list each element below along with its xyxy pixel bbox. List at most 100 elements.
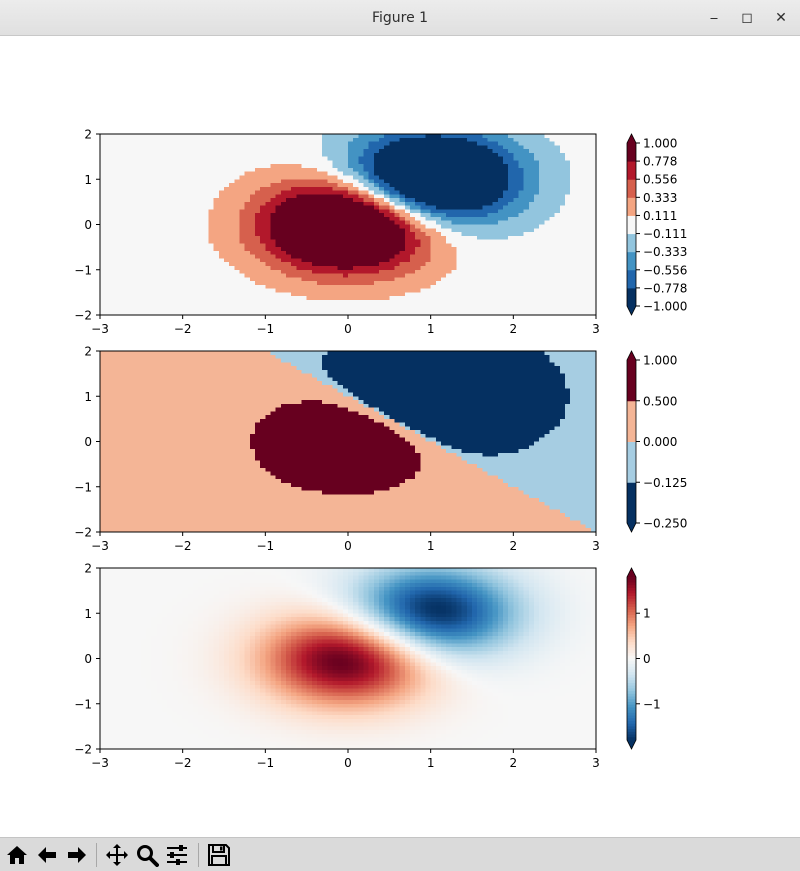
image-cell [415,164,421,169]
maximize-button[interactable]: ◻ [741,10,753,26]
image-cell [554,277,561,282]
image-cell [590,284,597,290]
image-cell [363,167,370,173]
image-cell [394,232,401,237]
image-cell [291,183,297,188]
image-cell [198,307,204,312]
image-cell [187,288,194,293]
image-cell [332,220,339,226]
image-cell [585,232,592,237]
image-cell [446,179,452,184]
image-cell [435,296,442,301]
image-cell [497,141,504,146]
image-cell [363,235,370,241]
image-cell [549,311,556,316]
image-cell [348,228,354,233]
image-cell [332,201,339,207]
image-cell [306,205,313,211]
image-cell [477,198,483,203]
image-cell [286,351,292,356]
image-cell [451,269,458,275]
image-cell [441,141,447,146]
image-cell [167,299,173,305]
image-cell [430,288,437,293]
image-cell [286,171,292,177]
image-cell [213,273,220,278]
image-cell [151,254,158,260]
image-cell [100,198,106,203]
image-cell [415,354,421,360]
image-cell [446,358,452,363]
image-cell [368,269,375,275]
image-cell [394,213,401,218]
image-cell [342,183,349,188]
image-cell [389,194,396,199]
image-cell [291,137,297,143]
image-cell [177,273,184,278]
image-cell [379,213,385,218]
image-cell [270,164,277,169]
image-cell [461,228,468,233]
image-cell [430,213,437,218]
image-cell [249,247,256,252]
image-cell [255,145,261,150]
image-cell [270,186,277,192]
minimize-button[interactable]: ⎯ [710,10,718,26]
image-cell [239,213,246,218]
image-cell [472,194,478,199]
image-cell [518,351,525,356]
image-cell [301,179,308,184]
image-cell [270,167,277,173]
image-cell [255,273,261,278]
image-cell [208,254,215,260]
image-cell [368,198,375,203]
image-cell [430,292,437,297]
image-cell [363,137,370,143]
image-cell [187,292,194,297]
image-cell [487,216,494,222]
image-cell [115,288,122,293]
image-cell [327,265,334,271]
image-cell [570,175,576,180]
image-cell [508,152,514,158]
image-cell [291,258,297,263]
image-cell [218,273,225,278]
image-cell [286,299,292,305]
image-cell [291,216,297,222]
image-cell [151,156,158,161]
image-cell [394,164,401,169]
image-cell [523,164,530,169]
image-cell [580,243,587,248]
image-cell [580,134,587,139]
image-cell [441,137,447,143]
close-button[interactable]: ✕ [775,10,787,26]
image-cell [399,149,406,154]
image-cell [446,262,452,267]
image-cell [255,303,261,309]
image-cell [497,243,504,248]
image-cell [244,296,251,301]
image-cell [373,209,380,214]
image-cell [435,183,442,188]
image-cell [208,351,215,356]
image-cell [275,183,282,188]
image-cell [425,258,432,263]
image-cell [208,167,215,173]
image-cell [384,149,390,154]
image-cell [394,152,401,158]
image-cell [249,167,256,173]
image-cell [446,213,452,218]
image-cell [528,209,535,214]
image-cell [208,213,215,218]
image-cell [141,262,148,267]
image-cell [534,232,540,237]
image-cell [162,171,168,177]
image-cell [151,145,158,150]
image-cell [441,232,447,237]
image-cell [187,134,194,139]
image-cell [249,149,256,154]
image-cell [115,213,122,218]
image-cell [389,228,396,233]
image-cell [559,156,566,161]
image-cell [544,269,551,275]
